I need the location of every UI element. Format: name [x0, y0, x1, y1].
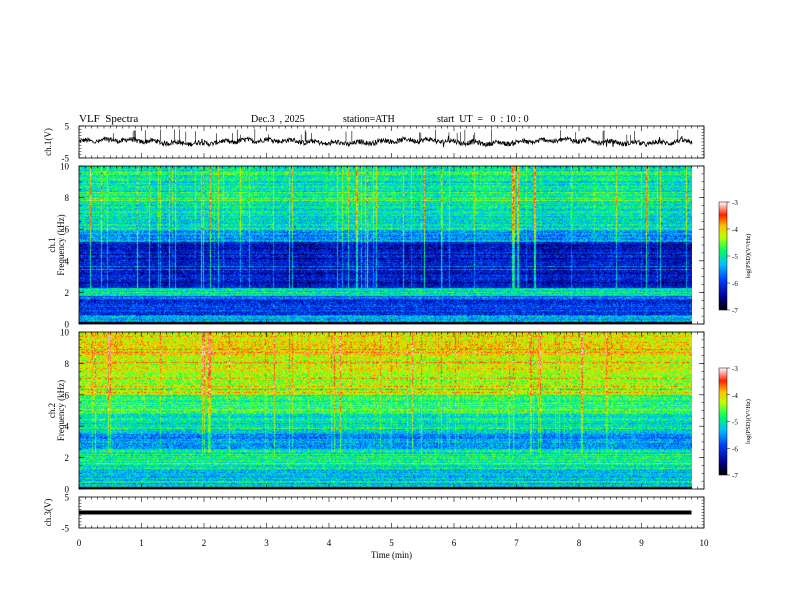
- y-tick-label: -5: [62, 524, 70, 534]
- y-tick-label: 10: [60, 328, 70, 338]
- x-tick-label: 5: [389, 538, 394, 548]
- x-tick-label: 3: [264, 538, 269, 548]
- colorbar-tick-label: -4: [732, 392, 738, 400]
- start-time-label: start UT = 0 : 10 : 0: [437, 114, 529, 125]
- y-tick-label: 0: [65, 320, 70, 330]
- y-tick-label: 0: [65, 485, 70, 495]
- ch1-spectrogram-colorbar: -3 -4 -5 -6 -7 log(PSD)(V²/Hz): [718, 199, 752, 315]
- x-tick-label: 1: [139, 538, 144, 548]
- ch1-spectrogram-panel: 0 2 4 6 8 10 ch.1 Frequency (kHz): [47, 162, 705, 330]
- y-axis-label: Frequency (kHz): [56, 214, 66, 275]
- y-axis-label: Frequency (kHz): [56, 380, 66, 441]
- y-tick-label: 4: [65, 422, 70, 432]
- ch1-voltage-trace: [79, 135, 693, 148]
- y-axis-label: ch.2: [47, 403, 57, 418]
- x-axis: 0 1 2 3 4 5 6 7 8 9 10 Time (min): [77, 538, 709, 560]
- y-tick-label: 2: [65, 453, 70, 463]
- ch1-spectrogram-layer: [79, 166, 692, 324]
- ch2-spectrogram-panel: 0 2 4 6 8 10 ch.2 Frequency (kHz): [47, 328, 705, 495]
- colorbar-label: log(PSD)(V²/Hz): [745, 399, 752, 444]
- ch1-spectrogram-image: [79, 166, 692, 324]
- y-axis-label: ch.3(V): [43, 499, 53, 527]
- y-tick-label: 5: [65, 493, 70, 503]
- y-tick-label: 6: [65, 225, 70, 235]
- chart-title: VLF Spectra: [79, 113, 139, 125]
- x-tick-label: 2: [202, 538, 207, 548]
- y-tick-label: 6: [65, 390, 70, 400]
- colorbar-tick-label: -7: [732, 472, 738, 480]
- y-axis-label: ch.1(V): [43, 128, 53, 156]
- ch2-spectrogram-colorbar: -3 -4 -5 -6 -7 log(PSD)(V²/Hz): [718, 365, 752, 480]
- colorbar-tick-label: -3: [732, 199, 738, 207]
- x-tick-label: 6: [452, 538, 457, 548]
- x-tick-label: 8: [577, 538, 582, 548]
- x-tick-label: 7: [514, 538, 519, 548]
- ch2-spectrogram-image: [79, 332, 692, 489]
- colorbar-gradient: [718, 367, 728, 476]
- y-tick-label: 2: [65, 288, 70, 298]
- colorbar-label: log(PSD)(V²/Hz): [745, 234, 752, 279]
- y-tick-label: -5: [62, 154, 70, 164]
- y-tick-label: 10: [60, 162, 70, 172]
- colorbar-tick-label: -5: [732, 253, 738, 261]
- colorbar-tick-label: -4: [732, 226, 738, 234]
- ch3-voltage-panel: 5 -5 ch.3(V): [43, 493, 705, 534]
- x-axis-label: Time (min): [371, 550, 412, 560]
- ch2-spectrogram-layer: [79, 332, 692, 489]
- y-tick-label: 4: [65, 256, 70, 266]
- colorbar-gradient: [718, 201, 728, 311]
- x-tick-label: 10: [700, 538, 710, 548]
- colorbar-tick-label: -7: [732, 307, 738, 315]
- y-tick-label: 8: [65, 359, 70, 369]
- x-tick-label: 4: [327, 538, 332, 548]
- colorbar-tick-label: -3: [732, 365, 738, 373]
- y-axis-label: ch.1: [47, 237, 57, 252]
- y-tick-label: 5: [65, 122, 70, 132]
- ch1-voltage-panel: 5 -5 ch.1(V): [43, 122, 705, 164]
- ch3-voltage-trace: [79, 510, 692, 515]
- date-label: Dec.3 , 2025: [251, 114, 305, 125]
- colorbar-tick-label: -6: [732, 445, 738, 453]
- station-label: station=ATH: [343, 114, 395, 125]
- y-tick-label: 8: [65, 193, 70, 203]
- colorbar-tick-label: -6: [732, 280, 738, 288]
- colorbar-tick-label: -5: [732, 419, 738, 427]
- x-tick-label: 0: [77, 538, 82, 548]
- x-tick-label: 9: [639, 538, 644, 548]
